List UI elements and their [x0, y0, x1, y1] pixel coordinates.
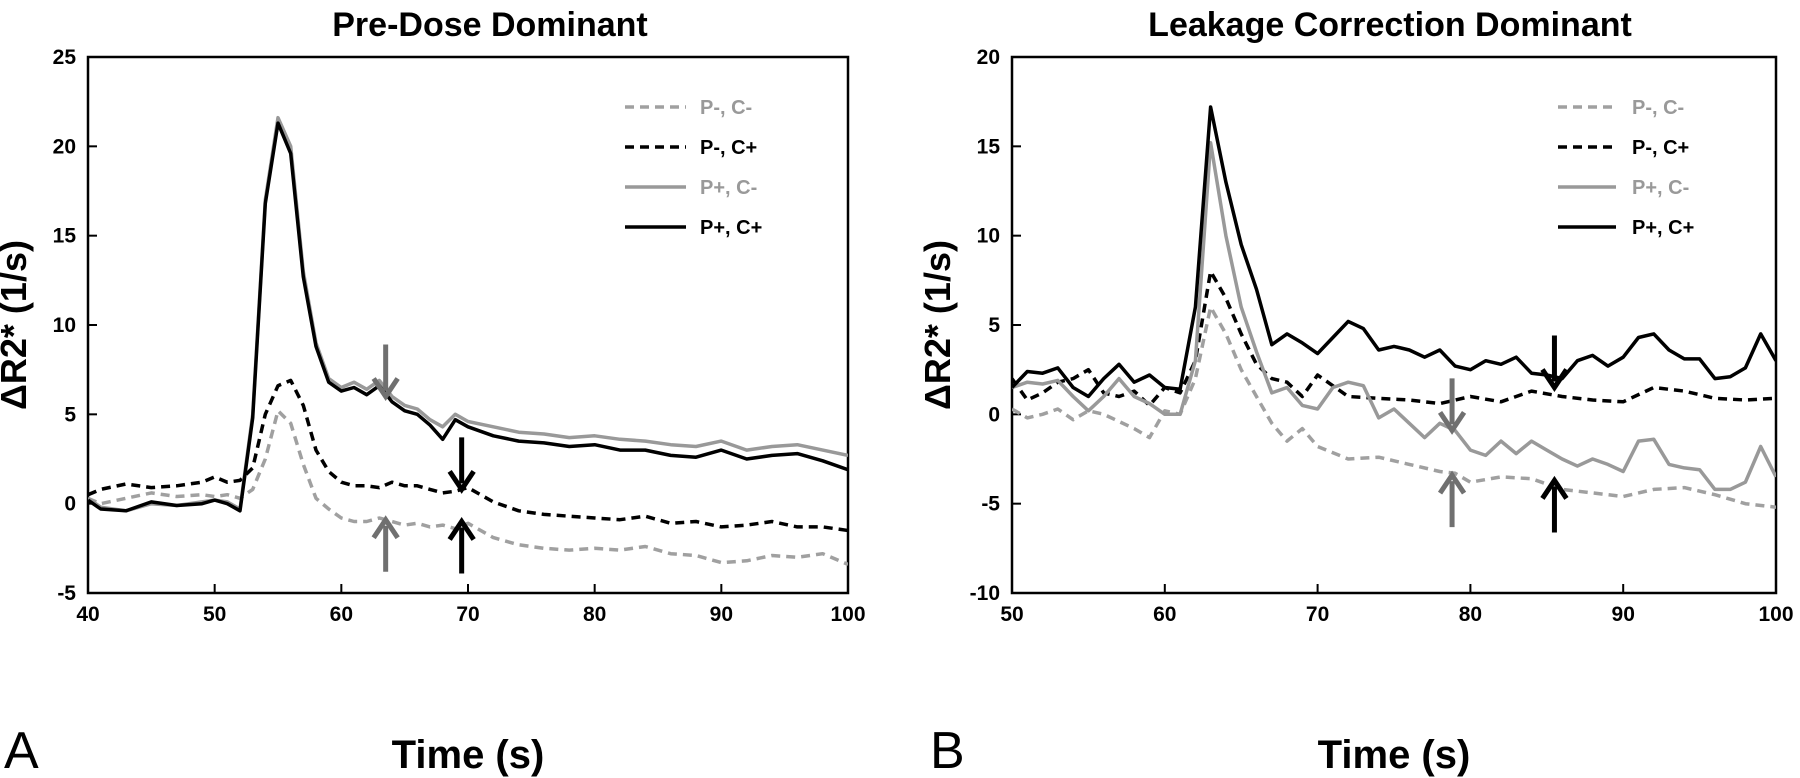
legend-label: P-, C-: [700, 97, 752, 119]
arrow-down-marker: [447, 437, 476, 494]
legend-label: P+, C-: [700, 177, 757, 199]
arrow-up-marker: [1540, 475, 1569, 533]
legend-label: P-, C+: [700, 137, 757, 159]
legend: P-, C- P-, C+ P+, C- P+, C+: [625, 97, 762, 239]
x-tick-label: 50: [203, 603, 226, 626]
series-line-1: [1012, 305, 1776, 509]
y-tick-label: -5: [981, 493, 1000, 516]
legend-label: P+, C+: [700, 217, 762, 239]
y-tick-label: 20: [53, 135, 76, 158]
x-tick-label: 100: [1758, 603, 1793, 626]
legend-label: P-, C-: [1632, 97, 1684, 119]
y-tick-label: 15: [53, 225, 77, 248]
x-tick-label: 70: [1306, 603, 1329, 626]
x-tick-label: 90: [1612, 603, 1635, 626]
arrow-down-marker: [1540, 335, 1569, 393]
series-line-4: [1012, 105, 1776, 399]
panel-label: A: [4, 722, 39, 778]
x-axis-label: Time (s): [1318, 733, 1471, 777]
x-tick-label: 80: [1459, 603, 1482, 626]
chart-title: Pre-Dose Dominant: [332, 6, 648, 44]
y-tick-label: 5: [64, 403, 76, 426]
legend-label: P-, C+: [1632, 137, 1689, 159]
x-tick-label: 100: [830, 603, 865, 626]
y-tick-label: 20: [977, 46, 1000, 69]
y-tick-label: 0: [64, 493, 76, 516]
arrow-down-marker: [1437, 378, 1467, 435]
x-tick-label: 40: [76, 603, 99, 626]
series-line-2: [88, 378, 848, 533]
series-line-1: [88, 409, 848, 567]
arrow-up-marker: [447, 517, 476, 574]
arrow-down-marker: [371, 344, 400, 401]
chart-title: Leakage Correction Dominant: [1148, 6, 1632, 44]
arrow-up-marker: [371, 515, 400, 572]
y-tick-label: -10: [970, 582, 1000, 605]
y-axis-label: ΔR2* (1/s): [0, 240, 34, 410]
y-tick-label: 25: [53, 46, 77, 69]
x-tick-label: 50: [1000, 603, 1023, 626]
x-tick-label: 90: [710, 603, 733, 626]
y-axis-label: ΔR2* (1/s): [917, 240, 958, 410]
plot-area: [1012, 105, 1776, 509]
legend-label: P+, C-: [1632, 177, 1689, 199]
x-tick-label: 60: [1153, 603, 1176, 626]
x-tick-label: 80: [583, 603, 606, 626]
panel-a: 40 50 60 70 80 90 100 -5 0 5 10 15 20 25 Pre-Dose Domi…: [0, 6, 866, 778]
x-tick-label: 60: [330, 603, 353, 626]
series-line-3: [1012, 141, 1776, 492]
plot-area: [88, 115, 848, 567]
arrow-up-marker: [1437, 470, 1467, 528]
y-tick-label: -5: [57, 582, 76, 605]
legend: P-, C- P-, C+ P+, C- P+, C+: [1558, 97, 1694, 239]
y-tick-label: 15: [977, 135, 1001, 158]
panel-label: B: [930, 722, 965, 778]
panel-b: 50 60 70 80 90 100 -10 -5 0 5 10 15 20 Leakage Correc…: [917, 6, 1794, 778]
series-line-4: [88, 121, 848, 513]
y-tick-label: 10: [977, 225, 1000, 248]
legend-label: P+, C+: [1632, 217, 1694, 239]
x-axis-label: Time (s): [392, 733, 545, 777]
y-tick-label: 10: [53, 314, 76, 337]
y-tick-label: 5: [988, 314, 1000, 337]
x-tick-label: 70: [456, 603, 479, 626]
y-tick-label: 0: [988, 403, 1000, 426]
